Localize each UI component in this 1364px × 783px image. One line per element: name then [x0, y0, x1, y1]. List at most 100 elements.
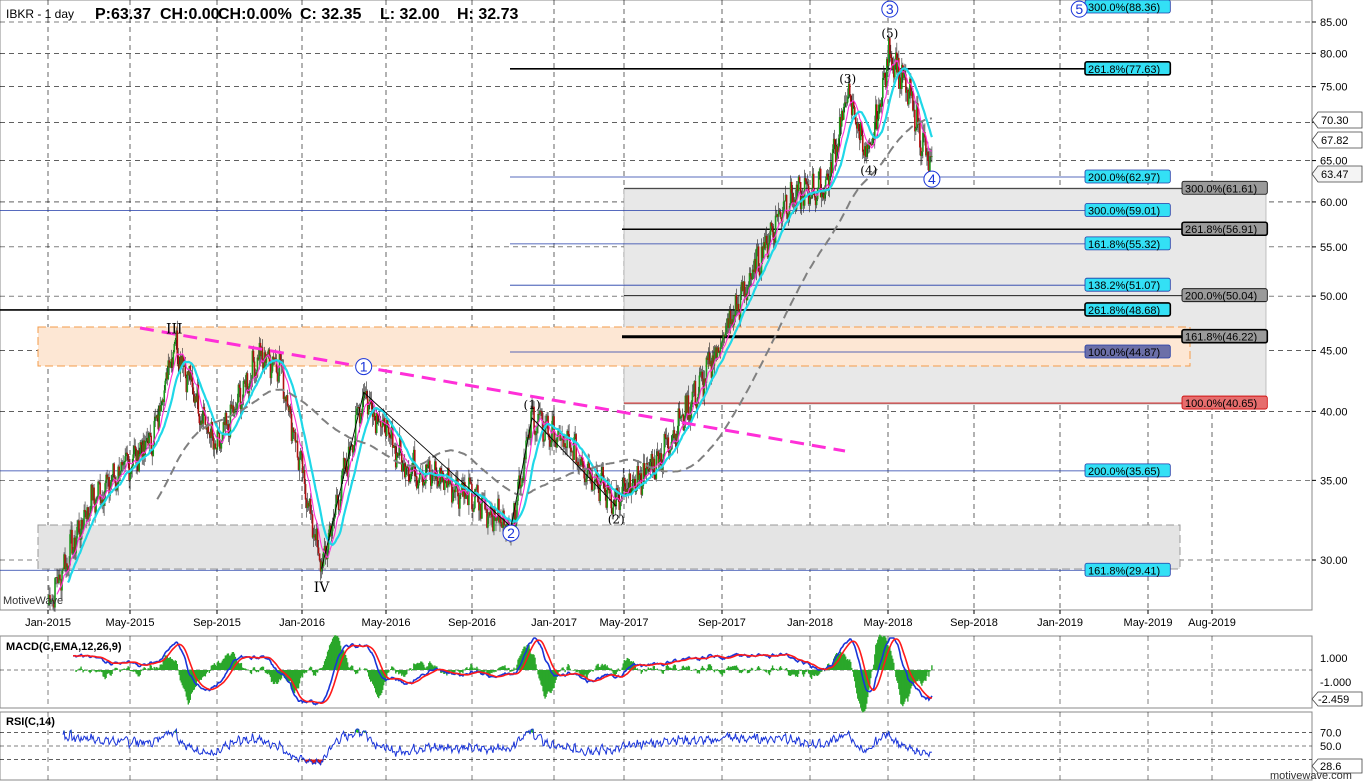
candle-body — [875, 104, 878, 130]
candle-body — [548, 433, 550, 440]
candle-body — [591, 473, 593, 490]
candle-body — [776, 214, 779, 217]
candle-body — [619, 502, 622, 510]
candle-body — [197, 384, 200, 414]
candle-body — [581, 456, 583, 462]
candle-body — [229, 404, 232, 437]
candle-body — [436, 477, 438, 480]
candle-body — [406, 467, 409, 469]
candle-body — [664, 433, 667, 438]
candle-body — [699, 371, 702, 376]
candle-body — [534, 430, 536, 436]
candle-body — [71, 529, 73, 554]
candle-body — [609, 490, 612, 494]
candle-body — [475, 488, 477, 490]
candle-body — [630, 491, 633, 494]
candle-body — [633, 478, 636, 480]
candle-body — [215, 448, 218, 450]
candle-body — [387, 424, 390, 435]
candle-body — [810, 195, 813, 199]
candle-body — [756, 246, 759, 249]
candle-body — [239, 387, 242, 409]
candle-body — [224, 412, 227, 425]
candle-body — [721, 339, 724, 343]
candle-body — [781, 213, 784, 222]
candle-body — [866, 144, 869, 149]
candle-body — [470, 481, 472, 484]
candle-body — [386, 419, 389, 425]
candle-body — [474, 488, 476, 508]
candle-body — [336, 495, 339, 500]
fib-label-text: 161.8%(55.32) — [1088, 239, 1160, 251]
candle-body — [809, 197, 812, 199]
candle-body — [873, 121, 876, 140]
candle-body — [107, 477, 109, 480]
candle-body — [252, 350, 255, 362]
candle-body — [199, 423, 202, 425]
candle-body — [624, 483, 627, 497]
candle-body — [307, 502, 310, 507]
candle-body — [352, 445, 355, 453]
candle-body — [648, 468, 651, 472]
candle-body — [154, 416, 157, 421]
candle-body — [588, 461, 590, 468]
candle-body — [906, 89, 908, 93]
fib-label-box — [1181, 288, 1268, 303]
candle-body — [821, 192, 824, 194]
candle-body — [384, 432, 387, 437]
candle-body — [707, 352, 710, 361]
candle-body — [748, 273, 751, 286]
candle-body — [629, 473, 632, 494]
candle-body — [294, 432, 297, 443]
candle-body — [738, 311, 741, 320]
candle-body — [524, 457, 526, 460]
candle-body — [374, 420, 377, 434]
candle-body — [749, 273, 752, 277]
candle-body — [434, 461, 436, 476]
candle-body — [337, 499, 340, 511]
candle-body — [739, 294, 742, 320]
candle-body — [541, 411, 543, 421]
candle-body — [58, 574, 60, 584]
x-tick-label: May-2016 — [362, 617, 411, 629]
candle-body — [535, 433, 537, 436]
candle-body — [104, 483, 106, 500]
candle-body — [552, 416, 554, 421]
low-readout: L: 32.00 — [380, 6, 440, 23]
wave-label: (5) — [881, 26, 898, 40]
candle-body — [433, 475, 435, 477]
macd-tick-label: 1.000 — [1320, 653, 1348, 665]
candle-body — [623, 477, 626, 484]
candle-body — [806, 184, 809, 186]
watermark-left: MotiveWave — [3, 595, 63, 607]
candle-body — [671, 435, 674, 442]
candle-body — [659, 453, 662, 460]
candle-body — [931, 156, 933, 158]
candle-body — [785, 194, 788, 214]
candle-body — [762, 242, 765, 258]
candle-body — [100, 499, 102, 504]
candle-body — [722, 335, 725, 340]
candle-body — [920, 147, 922, 156]
rsi-last-tag — [1311, 758, 1363, 774]
candle-body — [830, 161, 833, 174]
candle-body — [660, 453, 663, 471]
candle-body — [170, 358, 173, 363]
candle-body — [930, 156, 932, 158]
wave-label: IV — [314, 580, 331, 596]
change-readout: CH:0.00 — [160, 6, 220, 23]
fib-label-box — [1181, 221, 1269, 237]
candle-body — [771, 226, 774, 233]
candle-body — [185, 376, 188, 393]
candle-body — [147, 437, 150, 446]
candle-body — [539, 410, 541, 415]
candle-body — [180, 356, 183, 367]
candle-body — [700, 371, 703, 373]
candle-body — [99, 482, 101, 500]
candle-body — [435, 461, 437, 480]
candle-body — [684, 395, 687, 426]
candle-body — [856, 123, 859, 129]
candle-body — [695, 405, 698, 409]
candle-body — [431, 474, 433, 486]
candle-body — [750, 276, 753, 280]
